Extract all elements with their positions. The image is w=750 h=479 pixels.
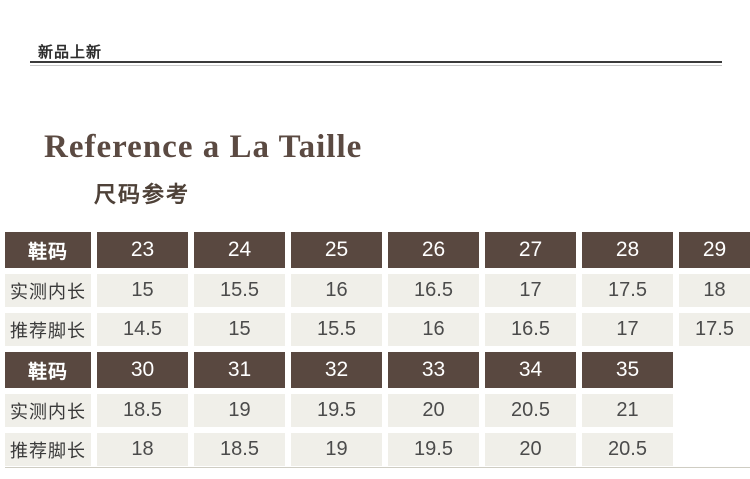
row-label-foot-length: 推荐脚长 <box>5 433 91 466</box>
inner-length-cell: 17 <box>485 274 576 307</box>
banner-underline <box>30 61 722 63</box>
size-header-label: 鞋码 <box>5 232 91 268</box>
size-header-cell: 29 <box>679 232 750 268</box>
size-header-cell: 26 <box>388 232 479 268</box>
foot-length-cell: 15.5 <box>291 313 382 346</box>
foot-length-cell: 15 <box>194 313 285 346</box>
row-label-foot-length: 推荐脚长 <box>5 313 91 346</box>
size-header-cell: 24 <box>194 232 285 268</box>
size-header-cell: 23 <box>97 232 188 268</box>
inner-length-cell: 20 <box>388 394 479 427</box>
banner-underline-shadow <box>30 65 722 66</box>
size-header-cell: 30 <box>97 352 188 388</box>
size-header-cell: 25 <box>291 232 382 268</box>
size-header-cell: 33 <box>388 352 479 388</box>
row-label-inner-length: 实测内长 <box>5 394 91 427</box>
foot-length-cell: 17.5 <box>679 313 750 346</box>
size-header-cell: 32 <box>291 352 382 388</box>
inner-length-cell: 18.5 <box>97 394 188 427</box>
foot-length-cell: 17 <box>582 313 673 346</box>
inner-length-cell: 21 <box>582 394 673 427</box>
size-reference-table: 鞋码 23 24 25 26 27 28 29 实测内长 15 15.5 16 … <box>5 232 750 466</box>
empty-cell <box>679 433 750 466</box>
page-title: Reference a La Taille <box>44 129 363 165</box>
foot-length-cell: 20.5 <box>582 433 673 466</box>
inner-length-cell: 19 <box>194 394 285 427</box>
size-header-cell: 34 <box>485 352 576 388</box>
size-header-cell: 31 <box>194 352 285 388</box>
size-header-cell: 35 <box>582 352 673 388</box>
foot-length-cell: 16 <box>388 313 479 346</box>
empty-cell <box>679 352 750 388</box>
foot-length-cell: 19 <box>291 433 382 466</box>
foot-length-cell: 20 <box>485 433 576 466</box>
foot-length-cell: 14.5 <box>97 313 188 346</box>
foot-length-cell: 18 <box>97 433 188 466</box>
inner-length-cell: 16.5 <box>388 274 479 307</box>
foot-length-cell: 16.5 <box>485 313 576 346</box>
inner-length-cell: 19.5 <box>291 394 382 427</box>
page-subtitle: 尺码参考 <box>94 182 191 207</box>
size-header-label: 鞋码 <box>5 352 91 388</box>
foot-length-cell: 18.5 <box>194 433 285 466</box>
row-label-inner-length: 实测内长 <box>5 274 91 307</box>
inner-length-cell: 17.5 <box>582 274 673 307</box>
new-arrival-banner: 新品上新 <box>38 44 103 61</box>
empty-cell <box>679 394 750 427</box>
inner-length-cell: 15.5 <box>194 274 285 307</box>
bottom-divider <box>5 467 750 468</box>
inner-length-cell: 16 <box>291 274 382 307</box>
foot-length-cell: 19.5 <box>388 433 479 466</box>
inner-length-cell: 15 <box>97 274 188 307</box>
size-header-cell: 28 <box>582 232 673 268</box>
inner-length-cell: 18 <box>679 274 750 307</box>
inner-length-cell: 20.5 <box>485 394 576 427</box>
size-header-cell: 27 <box>485 232 576 268</box>
